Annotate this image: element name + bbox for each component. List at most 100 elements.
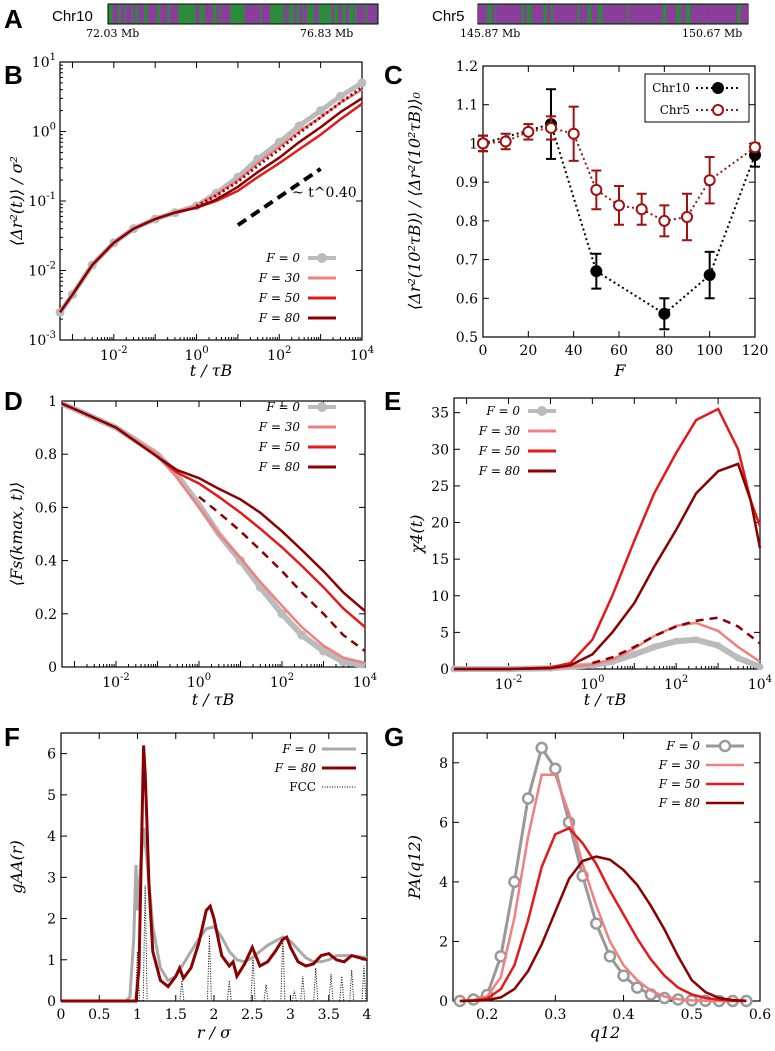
y-tick-label: 6 [47, 747, 56, 763]
y-tick-label: 0.2 [35, 607, 57, 623]
legend-label: Chr10 [652, 81, 690, 95]
compartment-b-segment [721, 5, 724, 23]
compartment-b-segment [690, 5, 692, 23]
y-tick-label: 0.6 [456, 291, 478, 307]
legend-label: Chr5 [660, 103, 690, 117]
compartment-b-segment [628, 5, 632, 23]
x-tick-label: 100 [184, 345, 208, 364]
compartment-b-segment [591, 5, 596, 23]
x-tick-label: 60 [610, 343, 628, 359]
fcc-reference-line [61, 885, 367, 1002]
x-axis-label: r / σ [197, 1023, 232, 1042]
panel-b-msd-plot: 10-2 100 102 104 10-3 10-2 10-1 100 101 ~ t^0.40 F… [7, 52, 374, 380]
compartment-b-segment [542, 5, 544, 23]
compartment-b-segment [573, 5, 578, 23]
compartment-b-segment [634, 5, 639, 23]
x-axis-label: q12 [590, 1023, 621, 1042]
y-tick-label: 10 [431, 589, 449, 605]
chr10-track [107, 3, 379, 25]
compartment-b-segment [363, 5, 366, 23]
series-line [58, 102, 363, 314]
data-point [590, 183, 603, 196]
compartment-b-segment [616, 5, 619, 23]
compartment-b-segment [125, 5, 129, 23]
compartment-b-segment [595, 5, 599, 23]
data-point [590, 265, 603, 278]
series-line [459, 855, 747, 1003]
chr5-label: Chr5 [432, 8, 465, 25]
data-point [681, 210, 693, 223]
x-tick-label: 100 [187, 672, 211, 691]
panel-label-d: D [4, 386, 23, 416]
compartment-b-segment [498, 5, 503, 23]
chr5-start: 145.87 Mb [460, 27, 520, 40]
series-line [454, 636, 762, 672]
compartment-b-segment [608, 5, 614, 23]
compartment-b-segment [303, 5, 308, 23]
y-tick-label: 1 [469, 136, 478, 152]
compartment-b-segment [225, 5, 231, 23]
legend-label: FCC [289, 780, 316, 794]
series-line [459, 773, 747, 1003]
legend-label: F = 0 [265, 251, 300, 265]
legend-box [644, 73, 750, 123]
compartment-b-segment [579, 5, 583, 23]
compartment-b-segment [151, 5, 157, 23]
compartment-b-segment [140, 5, 144, 23]
x-tick-label: 100 [696, 343, 723, 359]
legend-label: F = 0 [665, 739, 700, 753]
series-line [61, 402, 366, 613]
compartment-b-segment [511, 5, 517, 23]
compartment-b-segment [711, 5, 715, 23]
legend-label: F = 80 [258, 311, 301, 325]
y-tick-label: 1.1 [456, 98, 478, 114]
series-line-f80-dotted [195, 86, 363, 208]
compartment-b-segment [562, 5, 567, 23]
x-axis-label: F [613, 361, 626, 380]
chr10-label: Chr10 [52, 8, 93, 25]
legend-label: F = 50 [478, 444, 521, 458]
y-tick-label: 1 [48, 394, 57, 410]
compartment-b-segment [172, 5, 175, 23]
legend-label: F = 50 [258, 440, 301, 454]
x-tick-label: 0 [479, 343, 488, 359]
compartment-b-segment [714, 5, 718, 23]
legend-label: F = 0 [485, 404, 520, 418]
panel-d-fs-plot: 10-2 100 102 104 0 0.2 0.4 0.6 0.8 1 F = 0 F = 30 F … [7, 394, 377, 709]
compartment-b-segment [691, 5, 695, 23]
y-tick-label: 4 [47, 829, 56, 845]
x-tick-label: 0.2 [476, 1007, 498, 1023]
data-point [658, 307, 671, 320]
x-tick-label: 104 [350, 345, 374, 364]
compartment-b-segment [717, 5, 722, 23]
y-axis-label: PA(q12) [405, 835, 424, 900]
compartment-b-segment [149, 5, 152, 23]
compartment-b-segment [728, 5, 733, 23]
compartment-b-segment [640, 5, 644, 23]
x-axis-label: t / τB [192, 690, 235, 709]
y-tick-label: 8 [439, 756, 448, 772]
panel-label-f: F [4, 722, 20, 752]
x-tick-label: 0 [57, 1007, 66, 1023]
compartment-b-segment [491, 5, 495, 23]
compartment-b-segment [132, 5, 136, 23]
panel-label-a: A [4, 4, 23, 34]
legend-label: F = 30 [478, 424, 521, 438]
legend-marker [317, 253, 327, 263]
x-tick-label: 10-2 [495, 674, 523, 693]
series-line [459, 826, 747, 1003]
panel-c-ratio-plot: 0 20 40 60 80 100 120 0.5 0.6 0.7 0.8 0.9 1 1.1 1.2 Chr… [405, 59, 768, 380]
data-point [703, 174, 716, 187]
compartment-b-segment [654, 5, 659, 23]
legend-marker [317, 402, 327, 412]
data-point [499, 135, 512, 148]
compartment-b-segment [286, 5, 288, 23]
x-tick-label: 104 [748, 674, 772, 693]
compartment-b-segment [287, 5, 289, 23]
data-point [294, 121, 304, 131]
compartment-b-segment [604, 5, 609, 23]
x-tick-label: 3 [286, 1007, 295, 1023]
legend-label: F = 30 [658, 758, 701, 772]
compartment-b-segment [646, 5, 652, 23]
y-tick-label: 0.7 [456, 253, 478, 269]
